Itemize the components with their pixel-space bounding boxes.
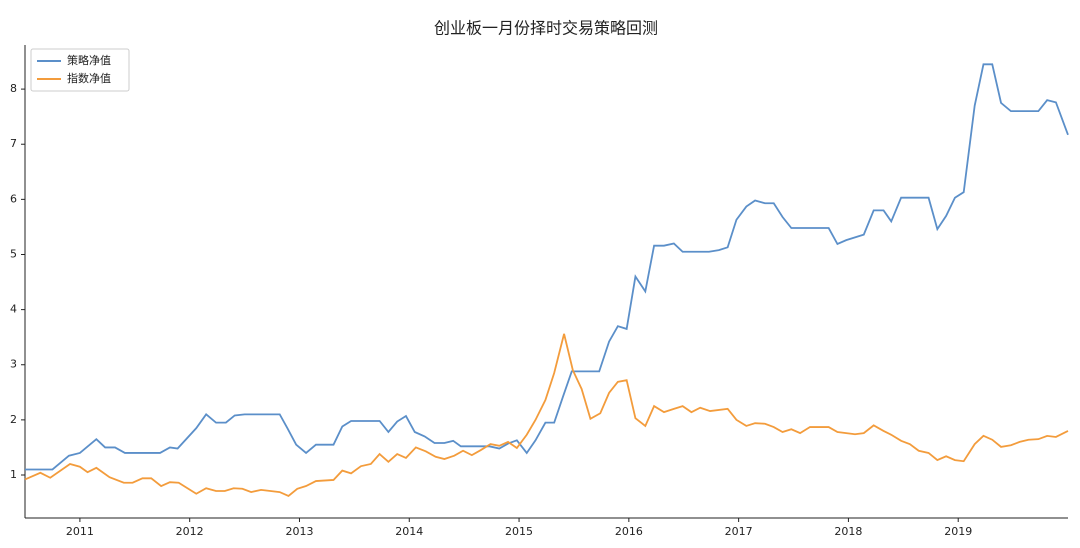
x-tick-label: 2018 [834,525,862,538]
legend-label: 指数净值 [67,71,111,85]
y-tick-label: 8 [10,82,17,95]
x-tick-label: 2019 [944,525,972,538]
x-tick-label: 2014 [395,525,423,538]
x-tick-label: 2017 [725,525,753,538]
y-tick-label: 1 [10,468,17,481]
legend-label: 策略净值 [67,53,111,67]
y-tick-label: 2 [10,413,17,426]
x-tick-label: 2016 [615,525,643,538]
y-tick-label: 3 [10,358,17,371]
x-tick-label: 2013 [285,525,313,538]
series-line [25,63,1069,471]
y-tick-label: 7 [10,137,17,150]
x-tick-label: 2015 [505,525,533,538]
x-tick-label: 2011 [66,525,94,538]
chart-title: 创业板一月份择时交易策略回测 [434,19,658,38]
y-tick-label: 4 [10,303,17,316]
y-tick-label: 6 [10,192,17,205]
legend-box [30,48,130,92]
x-tick-label: 2012 [176,525,204,538]
y-tick-label: 5 [10,247,17,260]
series-line [24,333,1069,497]
